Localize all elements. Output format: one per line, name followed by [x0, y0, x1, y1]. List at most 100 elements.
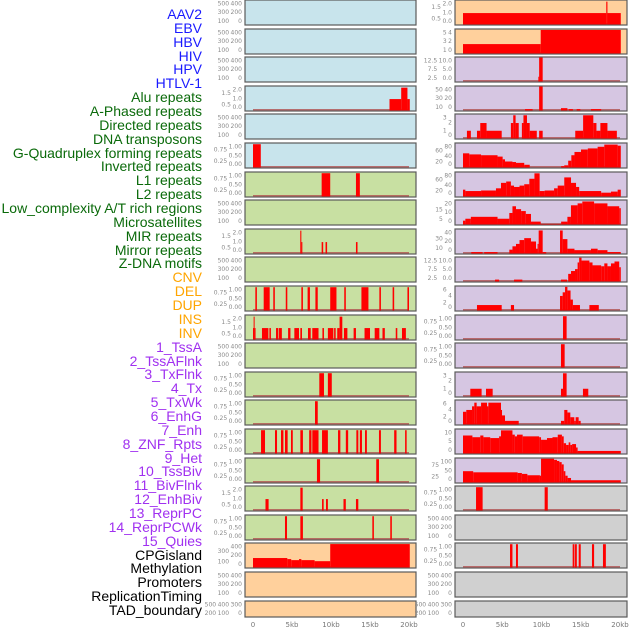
y-tick-label: 0 — [238, 75, 242, 82]
panel-background — [244, 399, 417, 426]
track-label: A-Phased repeats — [89, 103, 202, 120]
bar — [572, 305, 580, 311]
y-tick-label: 1.00 — [439, 543, 453, 550]
bar — [301, 287, 303, 311]
track-label: L2 repeats — [135, 186, 202, 203]
baseline — [463, 509, 620, 511]
bar — [565, 475, 568, 483]
y-tick-label: 0.25 — [424, 330, 438, 337]
bar — [597, 146, 605, 168]
panel-background — [244, 113, 417, 140]
bar — [539, 437, 542, 454]
y-tick-label: 0.25 — [214, 301, 228, 308]
y-tick-label: 1.0 — [232, 239, 242, 246]
bar — [356, 430, 359, 454]
bar — [253, 558, 288, 568]
y-tick-label: 0 — [448, 610, 452, 617]
bar — [392, 287, 395, 311]
y-tick-label: 0.00 — [439, 561, 453, 568]
bar — [284, 430, 288, 454]
bar — [488, 402, 501, 425]
bar — [564, 165, 569, 168]
bar — [597, 250, 608, 254]
panel-background — [244, 56, 417, 83]
bar — [307, 328, 311, 340]
track-label: Low_complexity A/T rich regions — [1, 200, 203, 217]
bar — [536, 248, 538, 254]
bar — [562, 292, 566, 311]
x-tick-label: 0 — [461, 621, 465, 629]
track-label: DEL — [174, 283, 202, 300]
bar — [334, 328, 336, 340]
y-tick-label: 500 — [218, 0, 230, 7]
bar — [473, 472, 518, 483]
bar — [338, 430, 341, 454]
y-tick-label: 30 — [435, 236, 443, 243]
baseline — [253, 423, 409, 425]
track-label: AAV2 — [167, 6, 202, 22]
bar — [540, 29, 621, 54]
track-label: 14_ReprPCWk — [108, 518, 202, 535]
y-tick-label: 1.00 — [229, 172, 243, 179]
bar — [254, 328, 256, 340]
y-tick-label: 1.00 — [229, 400, 243, 407]
bar — [470, 216, 498, 225]
y-tick-label: 200 — [231, 9, 243, 16]
y-tick-label: 500 — [218, 114, 230, 121]
track-label: 1_TssA — [156, 338, 202, 355]
bar — [301, 242, 303, 254]
y-tick-label: 1.0 — [232, 325, 242, 332]
track-label: TAD_boundary — [108, 601, 202, 618]
bar — [574, 151, 581, 168]
track-label: DNA transposons — [93, 130, 202, 147]
bar — [463, 189, 466, 197]
track-panel: 0.000.250.500.75 1.00 — [424, 342, 628, 369]
y-tick-label: 400 — [231, 200, 243, 207]
bar — [476, 487, 483, 511]
y-tick-label: 0 — [238, 132, 242, 139]
y-tick-label: 100 — [218, 275, 230, 282]
y-tick-label: 400 — [441, 515, 453, 522]
bar — [560, 230, 563, 254]
bar — [510, 185, 515, 197]
bar — [617, 145, 621, 168]
bar — [607, 13, 621, 25]
bar — [575, 269, 578, 282]
y-tick-label: 300 — [218, 548, 230, 555]
track-label: DUP — [172, 297, 202, 314]
bar — [575, 544, 577, 568]
y-tick-label: 1.00 — [229, 458, 243, 465]
bar — [519, 185, 525, 197]
bar — [321, 173, 331, 197]
y-tick-label: 400 — [231, 572, 243, 579]
track-panel: 0.000.250.500.75 1.00 — [214, 399, 417, 426]
y-tick-label: 200 — [231, 552, 243, 559]
y-tick-label: 0.25 — [214, 530, 228, 537]
y-tick-label: 0.00 — [439, 361, 453, 368]
track-panel: 0.000.250.500.75 1.00 — [214, 171, 417, 198]
bar — [395, 328, 398, 340]
y-tick-label: 0.0 — [232, 247, 242, 254]
y-tick-label: 0.50 — [439, 352, 453, 359]
bar — [466, 409, 473, 425]
panel-background — [454, 342, 628, 369]
bar — [542, 252, 547, 254]
y-tick-label: 500 — [218, 57, 230, 64]
y-tick-label: 0.25 — [424, 558, 438, 565]
bar — [359, 430, 362, 454]
y-tick-label: 10.0 — [439, 57, 453, 64]
bar — [619, 208, 621, 225]
track-panel: 0.00.51.01.52.0 — [221, 485, 417, 512]
track-panel: 0.0 2.5 5.0 7.510.012.5 — [424, 256, 628, 283]
track-panel: 0.000.250.500.75 1.00 — [214, 142, 417, 169]
y-tick-label: 0.50 — [229, 152, 243, 159]
y-tick-label: 1.0 — [232, 96, 242, 103]
bar — [486, 130, 502, 139]
y-tick-label: 200 — [441, 524, 453, 531]
